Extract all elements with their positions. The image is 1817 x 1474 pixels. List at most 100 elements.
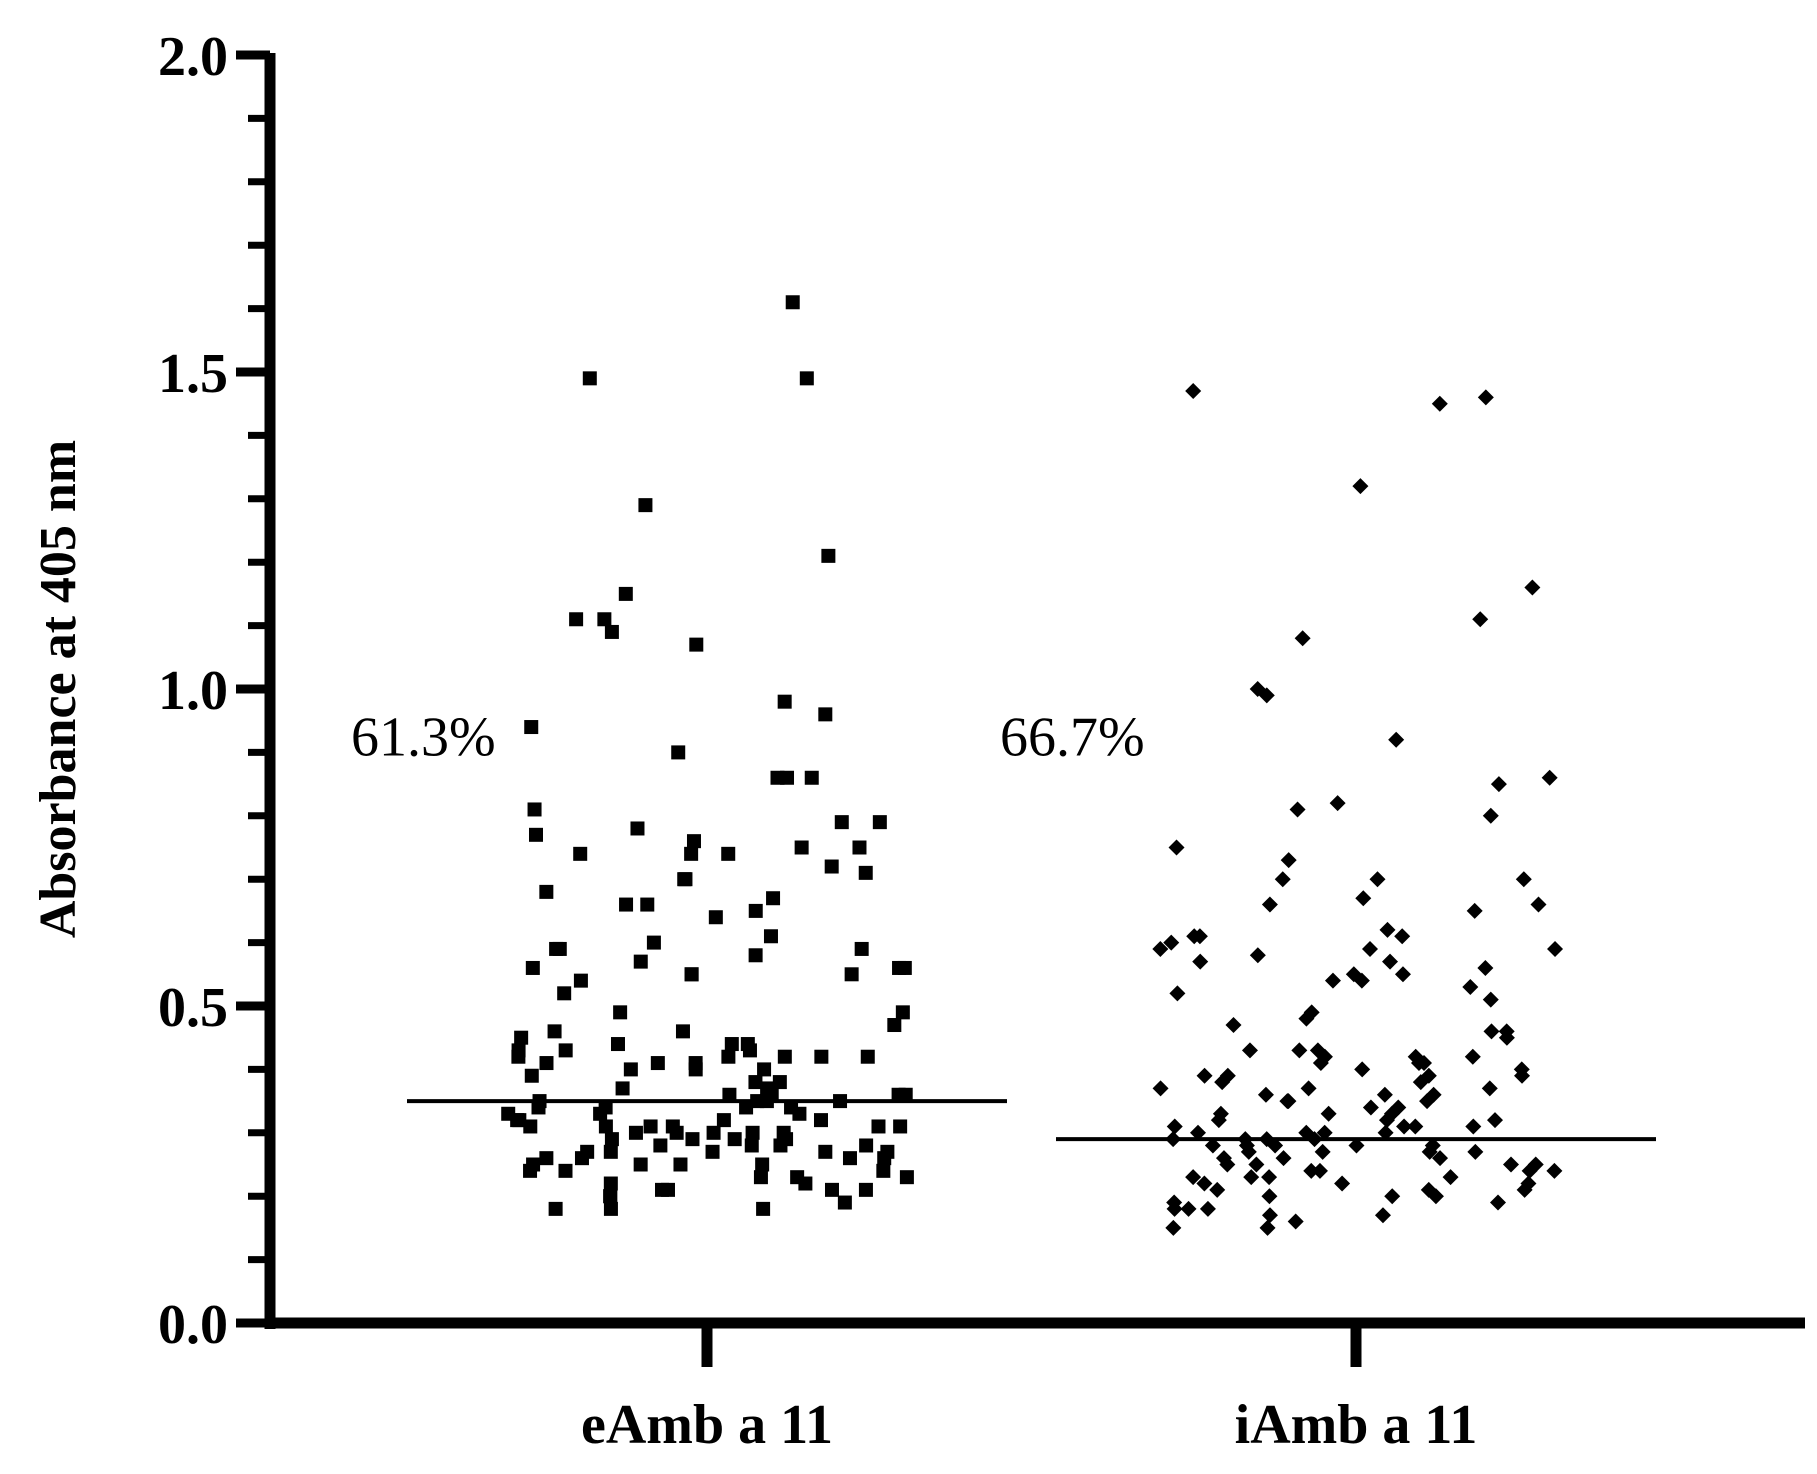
data-point [548, 1201, 563, 1216]
data-point [688, 1062, 703, 1077]
data-point [633, 954, 648, 969]
data-point [716, 1113, 731, 1128]
data-point [1487, 1112, 1504, 1129]
data-point [1524, 579, 1541, 596]
data-point [1214, 1074, 1231, 1091]
data-point [1185, 1169, 1202, 1186]
y-tick-label: 1.5 [158, 343, 228, 405]
data-point [724, 1037, 739, 1052]
data-point [1169, 985, 1186, 1002]
data-point [558, 1163, 573, 1178]
data-point [818, 1144, 833, 1159]
data-point [539, 884, 554, 899]
data-point [1530, 896, 1547, 913]
data-point [1329, 795, 1346, 812]
data-point [1261, 1169, 1278, 1186]
data-point [798, 1176, 813, 1191]
data-point [573, 846, 588, 861]
data-point [1225, 1017, 1242, 1034]
data-point [804, 770, 819, 785]
data-point [638, 498, 653, 513]
data-point [1209, 1181, 1226, 1198]
y-tick-label: 1.0 [158, 660, 228, 722]
data-point [593, 1106, 608, 1121]
data-point [523, 1163, 538, 1178]
data-point [854, 941, 869, 956]
data-point [528, 827, 543, 842]
data-point [1298, 1010, 1315, 1027]
data-point [1515, 871, 1532, 888]
data-point [1547, 940, 1564, 957]
data-point [598, 1119, 613, 1134]
data-point [673, 1157, 688, 1172]
data-point [619, 897, 634, 912]
data-point [1257, 1086, 1274, 1103]
data-point [603, 1189, 618, 1204]
data-point [792, 1106, 807, 1121]
data-point [1199, 1200, 1216, 1217]
data-point [604, 624, 619, 639]
data-point [1243, 1169, 1260, 1186]
data-point [1489, 1194, 1506, 1211]
data-point [818, 707, 833, 722]
data-point [1219, 1156, 1236, 1173]
data-point [1166, 1200, 1183, 1217]
data-point [1261, 1207, 1278, 1224]
data-point [628, 1125, 643, 1140]
data-point [1465, 1118, 1482, 1135]
data-point [650, 1056, 665, 1071]
data-point [860, 1049, 875, 1064]
data-point [527, 802, 542, 817]
data-point [897, 960, 912, 975]
data-point [557, 986, 572, 1001]
data-point [525, 960, 540, 975]
data-point [745, 1125, 760, 1140]
data-point [1152, 1080, 1169, 1097]
data-point [1287, 1213, 1304, 1230]
data-point [660, 1182, 675, 1197]
y-tick-label: 0.5 [158, 977, 228, 1039]
data-point [772, 1075, 787, 1090]
data-point [1355, 890, 1372, 907]
data-point [834, 815, 849, 830]
data-point [539, 1056, 554, 1071]
data-point [871, 1119, 886, 1134]
data-point [1186, 928, 1203, 945]
axes-group: 0.0 0.5 1.0 1.5 2.0 eAmb a 11 iAmb a 11 [158, 26, 1805, 1456]
data-point [1388, 731, 1405, 748]
data-point [1382, 953, 1399, 970]
data-point [773, 1138, 788, 1153]
data-point [1320, 1105, 1337, 1122]
data-point [727, 1132, 742, 1147]
data-point [1324, 972, 1341, 989]
data-point [858, 865, 873, 880]
percent-label: 66.7% [1000, 706, 1145, 768]
data-point [539, 1151, 554, 1166]
data-point [1498, 1029, 1515, 1046]
data-point [671, 745, 686, 760]
data-point [899, 1170, 914, 1185]
data-point [1314, 1143, 1331, 1160]
data-point [1546, 1162, 1563, 1179]
data-point [603, 1201, 618, 1216]
data-point [1210, 1112, 1227, 1129]
data-point [514, 1030, 529, 1045]
data-point [814, 1049, 829, 1064]
data-point [799, 371, 814, 386]
data-point [1362, 940, 1379, 957]
data-point [524, 1068, 539, 1083]
data-point [675, 1024, 690, 1039]
data-point [1541, 769, 1558, 786]
data-point [1249, 947, 1266, 964]
data-point [1274, 871, 1291, 888]
data-point [876, 1163, 891, 1178]
data-point [1289, 801, 1306, 818]
data-point [858, 1182, 873, 1197]
labels-group: 61.3% 66.7% [351, 706, 1145, 768]
percent-label: 61.3% [351, 706, 496, 768]
data-point [1300, 1080, 1317, 1097]
data-point [1431, 395, 1448, 412]
data-point [1294, 630, 1311, 647]
data-point [1432, 1150, 1449, 1167]
data-point [824, 1182, 839, 1197]
